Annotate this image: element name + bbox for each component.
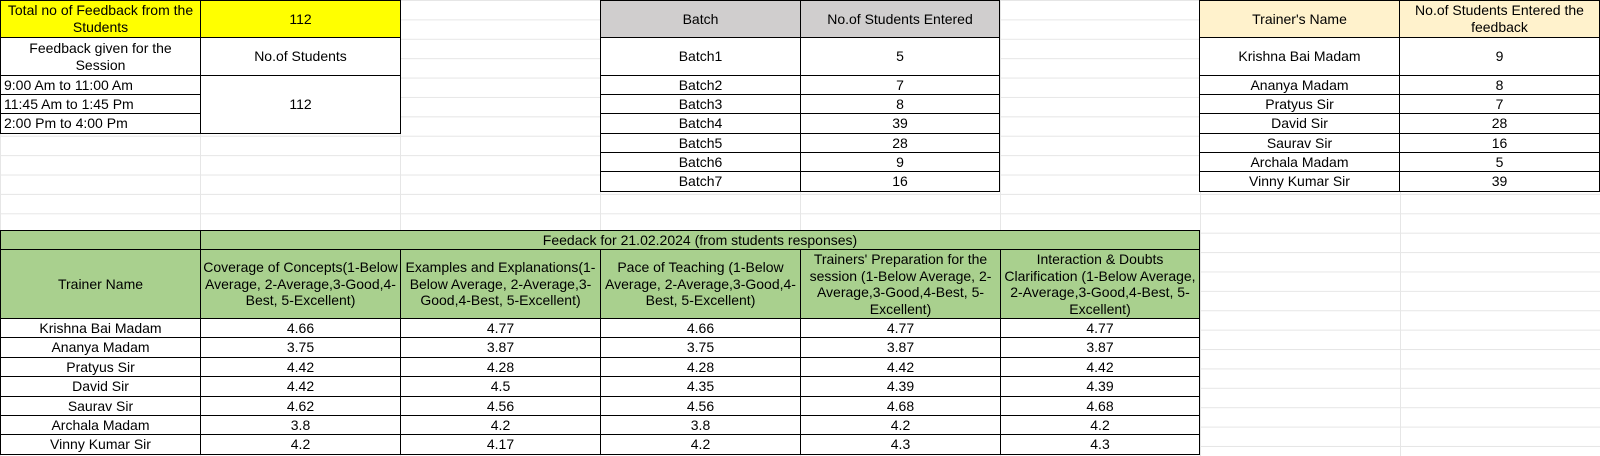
feedback-score-cell[interactable]: 4.42 — [1000, 357, 1200, 377]
feedback-score-cell[interactable]: 4.28 — [600, 357, 801, 377]
trainer-name-header[interactable]: Trainer's Name — [1199, 0, 1400, 38]
feedback-trainer-cell[interactable]: Archala Madam — [0, 415, 201, 435]
trainer-count-cell[interactable]: 7 — [1399, 94, 1600, 114]
feedback-score-cell[interactable]: 4.3 — [1000, 434, 1200, 455]
trainer-count-cell[interactable]: 39 — [1399, 171, 1600, 192]
feedback-score-cell[interactable]: 4.56 — [400, 396, 601, 416]
feedback-score-cell[interactable]: 4.77 — [800, 318, 1001, 338]
feedback-score-cell[interactable]: 4.2 — [800, 415, 1001, 435]
trainer-name-cell[interactable]: Archala Madam — [1199, 152, 1400, 172]
total-feedback-value[interactable]: 112 — [200, 0, 401, 38]
feedback-score-cell[interactable]: 4.77 — [1000, 318, 1200, 338]
feedback-score-cell[interactable]: 3.75 — [600, 337, 801, 358]
batch-count-cell[interactable]: 5 — [800, 37, 1000, 76]
batch-name-cell[interactable]: Batch5 — [600, 133, 801, 153]
total-feedback-label[interactable]: Total no of Feedback from the Students — [0, 0, 201, 38]
trainer-name-cell[interactable]: David Sir — [1199, 113, 1400, 134]
batch-count-cell[interactable]: 9 — [800, 152, 1000, 172]
feedback-score-cell[interactable]: 3.87 — [1000, 337, 1200, 358]
batch-name-cell[interactable]: Batch2 — [600, 75, 801, 95]
feedback-corner-cell[interactable] — [0, 230, 201, 250]
feedback-score-cell[interactable]: 4.5 — [400, 376, 601, 397]
batch-name-cell[interactable]: Batch4 — [600, 113, 801, 134]
feedback-trainer-cell[interactable]: Vinny Kumar Sir — [0, 434, 201, 455]
feedback-score-cell[interactable]: 4.2 — [600, 434, 801, 455]
trainer-name-col-header[interactable]: Trainer Name — [0, 249, 201, 319]
feedback-score-cell[interactable]: 4.66 — [200, 318, 401, 338]
feedback-score-cell[interactable]: 4.66 — [600, 318, 801, 338]
sessions-total[interactable]: 112 — [200, 75, 401, 134]
session-row[interactable]: 9:00 Am to 11:00 Am — [0, 75, 201, 95]
feedback-score-cell[interactable]: 4.68 — [1000, 396, 1200, 416]
batch-count-cell[interactable]: 28 — [800, 133, 1000, 153]
feedback-score-cell[interactable]: 3.8 — [600, 415, 801, 435]
batch-header[interactable]: Batch — [600, 0, 801, 38]
batch-count-header[interactable]: No.of Students Entered — [800, 0, 1000, 38]
batch-name-cell[interactable]: Batch1 — [600, 37, 801, 76]
criterion-header[interactable]: Examples and Explanations(1-Below Averag… — [400, 249, 601, 319]
trainer-count-cell[interactable]: 9 — [1399, 37, 1600, 76]
trainer-count-cell[interactable]: 28 — [1399, 113, 1600, 134]
trainer-count-cell[interactable]: 16 — [1399, 133, 1600, 153]
criterion-header[interactable]: Trainers' Preparation for the session (1… — [800, 249, 1001, 319]
feedback-score-cell[interactable]: 3.75 — [200, 337, 401, 358]
trainer-name-cell[interactable]: Saurav Sir — [1199, 133, 1400, 153]
feedback-score-cell[interactable]: 4.17 — [400, 434, 601, 455]
feedback-score-cell[interactable]: 4.68 — [800, 396, 1001, 416]
feedback-score-cell[interactable]: 4.2 — [1000, 415, 1200, 435]
trainer-count-cell[interactable]: 5 — [1399, 152, 1600, 172]
feedback-score-cell[interactable]: 4.35 — [600, 376, 801, 397]
trainer-name-cell[interactable]: Krishna Bai Madam — [1199, 37, 1400, 76]
batch-count-cell[interactable]: 16 — [800, 171, 1000, 192]
batch-name-cell[interactable]: Batch7 — [600, 171, 801, 192]
batch-name-cell[interactable]: Batch3 — [600, 94, 801, 114]
feedback-trainer-cell[interactable]: Ananya Madam — [0, 337, 201, 358]
session-header[interactable]: Feedback given for the Session — [0, 37, 201, 76]
session-row[interactable]: 2:00 Pm to 4:00 Pm — [0, 113, 201, 134]
feedback-score-cell[interactable]: 4.56 — [600, 396, 801, 416]
feedback-score-cell[interactable]: 4.2 — [400, 415, 601, 435]
feedback-trainer-cell[interactable]: David Sir — [0, 376, 201, 397]
feedback-score-cell[interactable]: 4.2 — [200, 434, 401, 455]
feedback-score-cell[interactable]: 4.39 — [1000, 376, 1200, 397]
feedback-score-cell[interactable]: 4.42 — [200, 376, 401, 397]
batch-count-cell[interactable]: 7 — [800, 75, 1000, 95]
feedback-trainer-cell[interactable]: Saurav Sir — [0, 396, 201, 416]
feedback-score-cell[interactable]: 4.77 — [400, 318, 601, 338]
feedback-score-cell[interactable]: 3.8 — [200, 415, 401, 435]
feedback-score-cell[interactable]: 4.28 — [400, 357, 601, 377]
criterion-header[interactable]: Pace of Teaching (1-Below Average, 2-Ave… — [600, 249, 801, 319]
feedback-score-cell[interactable]: 4.42 — [200, 357, 401, 377]
criterion-header[interactable]: Interaction & Doubts Clarification (1-Be… — [1000, 249, 1200, 319]
feedback-title[interactable]: Feedack for 21.02.2024 (from students re… — [200, 230, 1200, 250]
feedback-trainer-cell[interactable]: Pratyus Sir — [0, 357, 201, 377]
feedback-score-cell[interactable]: 3.87 — [800, 337, 1001, 358]
trainer-name-cell[interactable]: Pratyus Sir — [1199, 94, 1400, 114]
feedback-score-cell[interactable]: 4.3 — [800, 434, 1001, 455]
trainer-count-cell[interactable]: 8 — [1399, 75, 1600, 95]
students-header[interactable]: No.of Students — [200, 37, 401, 76]
trainer-count-header[interactable]: No.of Students Entered the feedback — [1399, 0, 1600, 38]
feedback-score-cell[interactable]: 4.62 — [200, 396, 401, 416]
batch-count-cell[interactable]: 8 — [800, 94, 1000, 114]
feedback-trainer-cell[interactable]: Krishna Bai Madam — [0, 318, 201, 338]
session-row[interactable]: 11:45 Am to 1:45 Pm — [0, 94, 201, 114]
trainer-name-cell[interactable]: Ananya Madam — [1199, 75, 1400, 95]
feedback-score-cell[interactable]: 4.42 — [800, 357, 1001, 377]
trainer-name-cell[interactable]: Vinny Kumar Sir — [1199, 171, 1400, 192]
batch-name-cell[interactable]: Batch6 — [600, 152, 801, 172]
feedback-score-cell[interactable]: 3.87 — [400, 337, 601, 358]
criterion-header[interactable]: Coverage of Concepts(1-Below Average, 2-… — [200, 249, 401, 319]
batch-count-cell[interactable]: 39 — [800, 113, 1000, 134]
feedback-score-cell[interactable]: 4.39 — [800, 376, 1001, 397]
